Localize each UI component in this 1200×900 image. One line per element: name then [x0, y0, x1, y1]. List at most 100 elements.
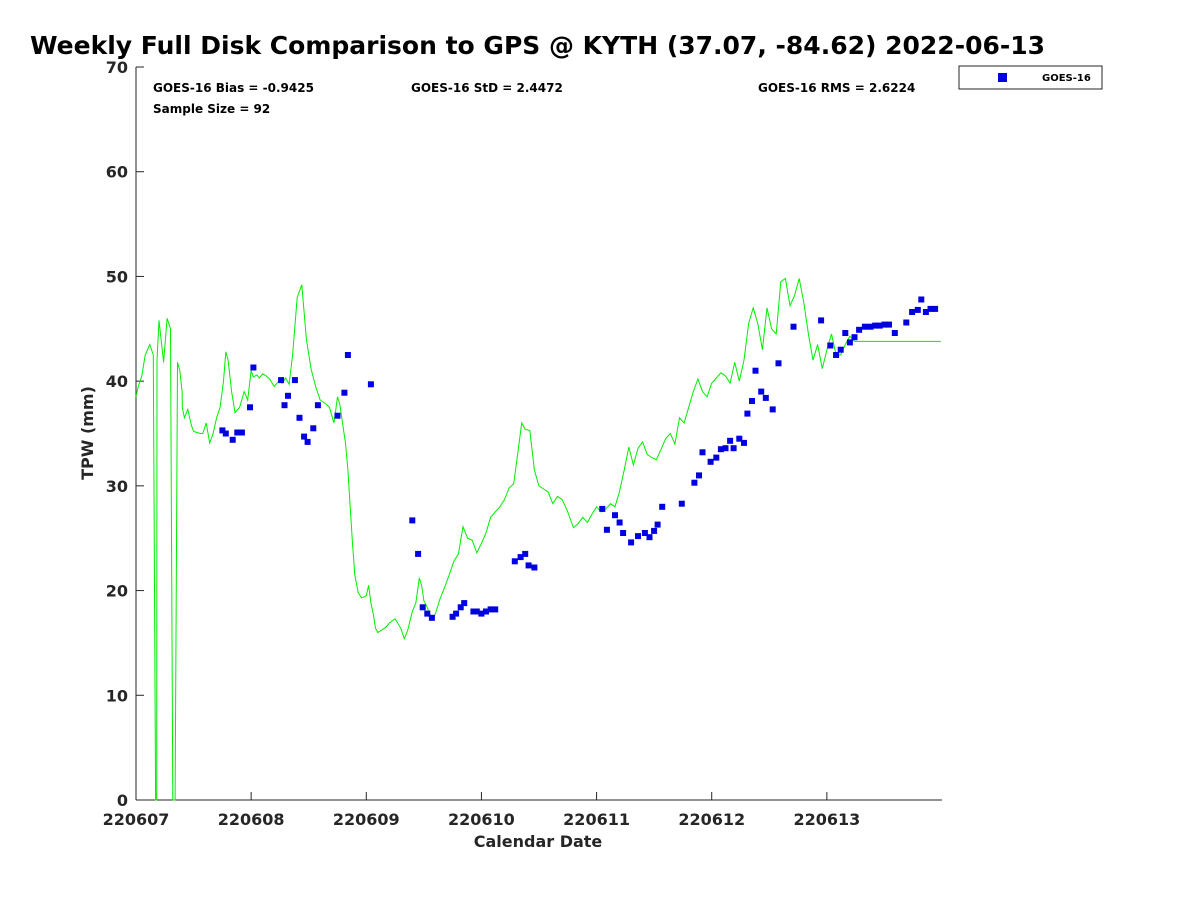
goes16-point: [691, 479, 698, 486]
goes16-point: [449, 613, 456, 620]
goes16-point: [341, 389, 348, 396]
goes16-point: [717, 446, 724, 453]
goes16-point: [344, 352, 351, 358]
goes16-point: [846, 339, 853, 346]
goes16-point: [635, 533, 641, 540]
goes16-point: [918, 296, 925, 303]
goes16-point: [301, 433, 308, 440]
goes16-point: [909, 309, 916, 315]
goes16-point: [646, 534, 653, 541]
goes16-point: [749, 398, 755, 404]
goes16-point: [914, 306, 921, 313]
goes16-point: [775, 360, 782, 367]
goes16-point: [603, 526, 610, 533]
goes16-point: [314, 402, 321, 409]
goes16-point: [470, 608, 477, 615]
goes16-point: [461, 600, 468, 607]
y-tick-label: 50: [106, 267, 128, 286]
goes16-point: [492, 606, 499, 613]
goes16-point: [616, 519, 623, 526]
legend-label: GOES-16: [1042, 73, 1091, 84]
goes16-point: [651, 527, 658, 534]
stat-rms: GOES-16 RMS = 2.6224: [758, 81, 915, 95]
goes16-point: [842, 330, 849, 336]
goes16-point: [736, 435, 743, 442]
goes16-point: [531, 564, 538, 571]
goes16-point: [238, 429, 245, 436]
x-axis-label: Calendar Date: [474, 832, 603, 851]
y-tick-label: 0: [117, 791, 128, 810]
goes16-point: [285, 392, 291, 399]
goes16-point: [419, 604, 426, 611]
goes16-point: [678, 500, 685, 507]
y-tick-label: 70: [106, 58, 128, 77]
chart-title: Weekly Full Disk Comparison to GPS @ KYT…: [30, 31, 1045, 60]
goes16-point: [219, 427, 226, 434]
goes16-point: [522, 550, 529, 557]
y-axis-label: TPW (mm): [78, 386, 97, 480]
goes16-point: [641, 530, 648, 536]
goes16-point: [478, 610, 485, 617]
goes16-point: [628, 539, 635, 546]
goes16-point: [250, 364, 257, 371]
goes16-point: [278, 377, 285, 384]
goes16-point: [234, 429, 241, 436]
goes16-point: [762, 394, 769, 401]
goes16-point: [599, 505, 606, 512]
goes16-point: [744, 410, 751, 417]
goes16-point: [222, 430, 229, 437]
goes16-point: [790, 323, 797, 330]
x-tick-label: 220613: [793, 810, 860, 829]
y-tick-label: 10: [106, 686, 128, 705]
x-tick-label: 220609: [333, 810, 400, 829]
goes16-point: [886, 321, 892, 328]
goes16-point: [281, 402, 288, 409]
goes16-point: [247, 404, 253, 411]
plot-axes: [135, 67, 942, 801]
goes16-point: [856, 326, 863, 333]
goes16-point: [861, 323, 868, 330]
y-tick-label: 60: [106, 163, 128, 182]
stat-bias: GOES-16 Bias = -0.9425: [153, 81, 314, 95]
goes16-point: [654, 521, 661, 528]
goes16-point: [837, 346, 844, 353]
goes16-point: [424, 610, 431, 617]
stat-std: GOES-16 StD = 2.4472: [411, 81, 563, 95]
goes16-point: [891, 330, 898, 336]
goes16-point: [727, 437, 734, 444]
goes16-point: [699, 449, 706, 456]
legend: GOES-16: [958, 65, 1103, 90]
legend-box: [958, 65, 1103, 90]
goes16-point: [932, 305, 939, 312]
goes16-point: [525, 562, 532, 569]
goes16-point: [517, 554, 524, 561]
goes16-point: [927, 305, 934, 312]
x-tick-label: 220607: [103, 810, 170, 829]
x-tick-label: 220611: [563, 810, 630, 829]
stat-sample-size: Sample Size = 92: [153, 102, 270, 116]
goes16-point: [752, 367, 759, 374]
goes16-point: [872, 322, 879, 329]
goes16-point: [367, 381, 374, 388]
goes16-point: [713, 454, 720, 461]
goes16-point: [696, 472, 702, 479]
goes16-point: [483, 608, 489, 615]
goes16-point: [769, 406, 776, 413]
goes16-point: [291, 377, 298, 384]
goes16-point: [876, 322, 883, 329]
goes16-point: [903, 319, 910, 326]
goes16-point: [296, 414, 303, 421]
goes16-point: [511, 558, 518, 565]
goes16-point: [473, 608, 480, 615]
gps-tpw-line: [135, 277, 941, 801]
goes16-point: [730, 445, 737, 452]
y-tick-label: 20: [106, 582, 128, 601]
y-tick-label: 40: [106, 372, 128, 391]
goes16-point: [722, 445, 729, 452]
x-tick-label: 220608: [218, 810, 285, 829]
goes16-point: [881, 321, 888, 328]
goes16-point: [310, 425, 317, 432]
goes16-point: [867, 323, 874, 330]
goes16-point: [833, 352, 840, 358]
